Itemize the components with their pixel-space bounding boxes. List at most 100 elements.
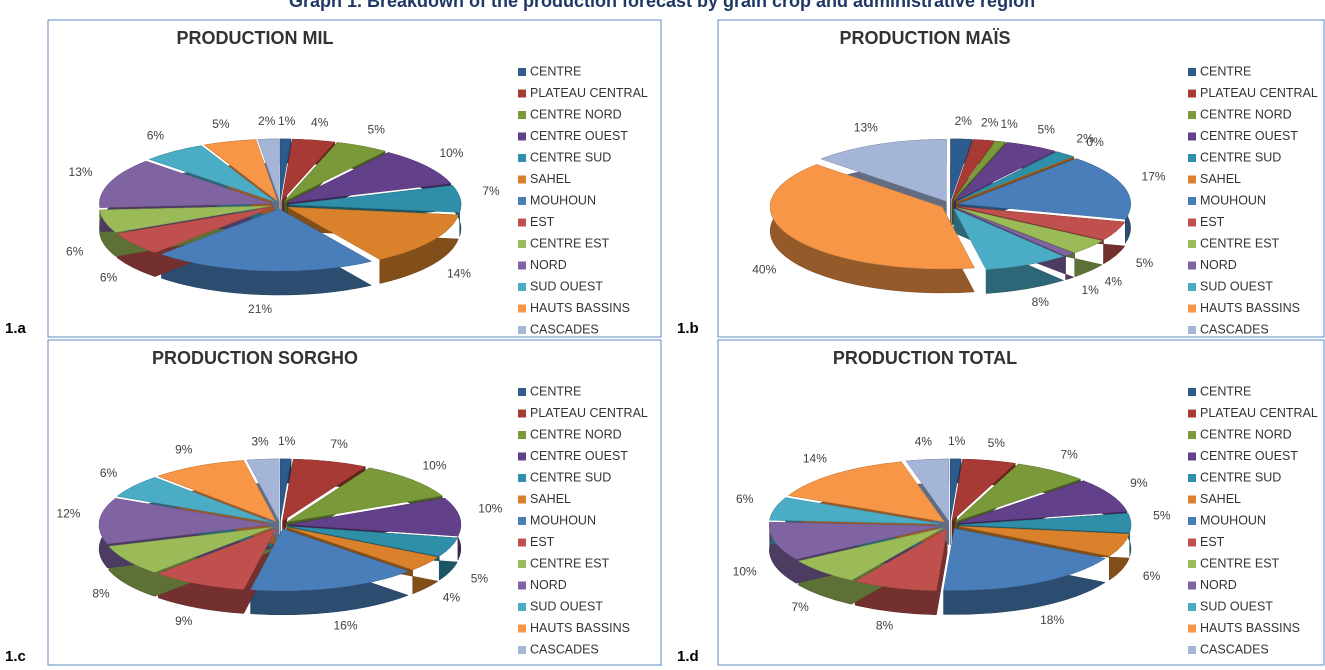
slice (157, 528, 277, 590)
slice (148, 145, 275, 202)
data-label: 9% (175, 614, 193, 628)
legend-label: HAUTS BASSINS (530, 621, 630, 635)
data-label: 2% (981, 115, 999, 129)
data-label: 9% (1130, 476, 1148, 490)
legend-swatch (1188, 283, 1196, 291)
legend-label: SUD OUEST (1200, 599, 1273, 613)
data-label: 1% (278, 114, 296, 128)
slice (288, 185, 462, 213)
legend-swatch (1188, 326, 1196, 334)
data-label: 17% (1142, 170, 1166, 184)
legend-swatch (518, 154, 526, 162)
legend-label: CENTRE OUEST (530, 449, 628, 463)
legend-label: MOUHOUN (1200, 193, 1266, 207)
legend-label: CENTRE SUD (530, 470, 611, 484)
legend-swatch (1188, 175, 1196, 184)
legend-label: CENTRE (530, 384, 581, 398)
legend-swatch (1188, 474, 1196, 482)
legend-label: NORD (530, 578, 567, 592)
legend-label: CENTRE (1200, 64, 1251, 78)
data-label: 7% (791, 600, 809, 614)
slice (769, 164, 975, 270)
legend-swatch (518, 175, 526, 184)
legend-swatch (1188, 388, 1196, 396)
legend-swatch (1188, 154, 1196, 162)
data-label: 10% (733, 564, 757, 578)
slice (951, 139, 995, 202)
slice (288, 497, 462, 537)
data-label: 6% (100, 271, 118, 285)
legend-swatch (518, 646, 526, 654)
slice (957, 480, 1128, 524)
slice (108, 526, 273, 573)
data-label: 2% (1076, 132, 1094, 146)
legend-swatch (1188, 431, 1196, 439)
slice (956, 207, 1103, 254)
data-label: 9% (175, 442, 193, 456)
legend-swatch (518, 283, 526, 291)
legend-swatch (518, 218, 526, 227)
slice (950, 458, 962, 521)
data-label: 13% (854, 120, 878, 134)
data-label: 8% (1032, 295, 1050, 309)
legend-label: CENTRE NORD (530, 427, 622, 441)
slice (98, 498, 272, 545)
slice (958, 526, 1130, 557)
slice (281, 138, 336, 202)
legend-swatch (518, 474, 526, 482)
legend-swatch (1188, 603, 1196, 611)
legend-swatch (1188, 218, 1196, 227)
slice (280, 138, 292, 201)
data-label: 6% (736, 492, 754, 506)
data-label: 7% (1060, 447, 1078, 461)
legend-swatch (1188, 111, 1196, 119)
legend-swatch (518, 111, 526, 119)
legend-label: CENTRE OUEST (1200, 129, 1298, 143)
legend-label: CENTRE (530, 64, 581, 78)
slice (257, 138, 280, 202)
legend-label: CENTRE (1200, 384, 1251, 398)
data-label: 12% (56, 506, 80, 520)
legend-label: HAUTS BASSINS (530, 301, 630, 315)
legend-swatch (1188, 240, 1196, 248)
slice (943, 528, 1106, 591)
legend-label: CENTRE EST (1200, 556, 1280, 570)
legend-label: MOUHOUN (530, 513, 596, 527)
data-label: 2% (258, 114, 276, 128)
legend-label: PLATEAU CENTRAL (530, 406, 648, 420)
legend-swatch (518, 197, 526, 205)
legend-swatch (1188, 132, 1196, 141)
legend-label: CASCADES (1200, 322, 1269, 336)
data-label: 6% (66, 244, 84, 258)
legend-label: NORD (1200, 578, 1237, 592)
legend-label: CENTRE NORD (530, 107, 622, 121)
chart-panel: 1.b PRODUCTION MAÏS CENTRE PLATEAU CENTRAL C… (677, 19, 1325, 338)
legend-label: PLATEAU CENTRAL (1200, 406, 1318, 420)
legend-swatch (1188, 68, 1196, 76)
slice (99, 160, 272, 208)
legend-swatch (518, 326, 526, 334)
slice (769, 521, 942, 560)
legend-swatch (1188, 261, 1196, 270)
data-label: 6% (147, 129, 165, 143)
data-label: 8% (92, 587, 110, 601)
legend-swatch (1188, 495, 1196, 504)
legend-swatch (518, 388, 526, 396)
panel-label: 1.a (5, 320, 27, 337)
legend-label: CENTRE SUD (530, 150, 611, 164)
legend-label: CENTRE NORD (1200, 427, 1292, 441)
legend-swatch (518, 581, 526, 590)
figure-title: Graph 1. Breakdown of the production for… (289, 0, 1035, 11)
slice (203, 139, 279, 202)
chart-panel: 1.a PRODUCTION MIL CENTRE PLATEAU CENTRAL CE… (5, 19, 662, 338)
legend-swatch (1188, 560, 1196, 568)
slice-tops (769, 458, 1132, 591)
slice (287, 527, 439, 571)
slice (954, 463, 1082, 522)
legend-swatch (1188, 517, 1196, 525)
slice (953, 142, 1056, 202)
slice (769, 497, 942, 525)
data-label: 5% (1153, 509, 1171, 523)
chart-panel: 1.d PRODUCTION TOTAL CENTRE PLATEAU CENTRAL… (677, 339, 1325, 666)
